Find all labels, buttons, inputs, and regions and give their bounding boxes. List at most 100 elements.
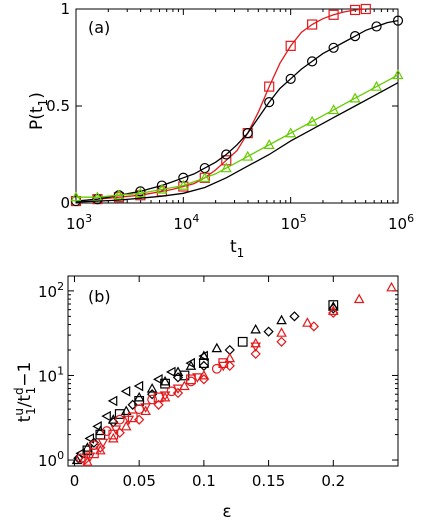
b-point-6 — [172, 384, 184, 395]
a-xtick-exp: 5 — [300, 212, 307, 225]
b-point-2 — [127, 399, 138, 410]
b-point-1 — [165, 366, 176, 378]
b-point-7 — [114, 427, 125, 438]
b-point-5 — [211, 363, 222, 374]
b-point-3 — [198, 358, 209, 369]
a-xtick-label: 104 — [173, 212, 199, 233]
panel-a-xlabel-base: t — [230, 237, 237, 257]
a-point-2 — [285, 127, 297, 138]
a-xtick-base: 10 — [281, 215, 300, 233]
b-ytick-base: 10 — [38, 367, 57, 385]
b-point-5 — [134, 404, 145, 415]
b-point-0 — [185, 360, 197, 370]
a-point-1 — [285, 73, 296, 84]
b-point-5 — [186, 376, 196, 387]
b-point-6 — [140, 403, 151, 413]
b-point-3 — [82, 445, 93, 456]
b-point-0 — [146, 383, 158, 393]
a-point-1 — [92, 194, 103, 205]
b-point-8 — [127, 412, 138, 423]
b-point-5 — [101, 426, 112, 436]
b-ytick-label: 101 — [38, 364, 64, 385]
b-point-8 — [218, 358, 229, 369]
a-point-1 — [135, 186, 146, 197]
b-point-7 — [198, 374, 210, 385]
a-point-1 — [349, 31, 361, 42]
a-point-0 — [264, 81, 275, 92]
b-point-5 — [76, 453, 86, 464]
a-ytick-label: 0.5 — [46, 97, 70, 115]
b-ytick-label: 100 — [38, 449, 64, 470]
panel-b-tag: (b) — [88, 287, 111, 306]
a-point-1 — [392, 15, 404, 26]
b-point-1 — [198, 350, 208, 362]
a-point-1 — [242, 128, 253, 139]
b-point-1 — [107, 395, 118, 407]
a-xtick-exp: 3 — [85, 212, 92, 225]
b-point-4 — [82, 456, 93, 466]
b-point-3 — [237, 336, 248, 347]
a-xtick-base: 10 — [173, 215, 192, 233]
panel-b-ylabel-sup-u: u — [12, 408, 26, 416]
panel-b-ylabel-minus: −1 — [15, 362, 35, 387]
a-xtick-label: 105 — [281, 212, 307, 233]
b-ytick-label: 102 — [38, 280, 64, 301]
a-point-2 — [199, 172, 211, 182]
a-xtick-exp: 6 — [407, 212, 414, 225]
a-point-2 — [263, 139, 275, 149]
b-point-1 — [92, 421, 102, 432]
panel-b-series — [71, 281, 397, 466]
a-series-line-0 — [75, 8, 366, 202]
b-point-0 — [276, 314, 287, 325]
a-series-line-2 — [76, 74, 399, 198]
b-point-8 — [153, 392, 164, 403]
a-point-2 — [392, 69, 404, 80]
panel-a-xlabel-sub: 1 — [237, 246, 245, 260]
a-series-line-3 — [75, 82, 399, 203]
b-point-8 — [108, 429, 119, 440]
b-xtick-label: 0.2 — [321, 472, 345, 490]
panel-b-ylabel-t: t — [15, 415, 35, 422]
a-point-0 — [349, 4, 361, 16]
panel-a-ylabel-post: ) — [27, 92, 47, 99]
a-point-1 — [264, 97, 275, 108]
panel-a-xlabel: t1 — [230, 237, 244, 260]
b-point-8 — [88, 448, 99, 459]
b-point-4 — [224, 352, 236, 363]
panel-b-ylabel-sub-1b: 1 — [24, 387, 38, 395]
b-point-0 — [211, 342, 223, 353]
a-point-2 — [134, 187, 146, 198]
b-point-4 — [353, 293, 365, 304]
b-point-1 — [120, 385, 131, 397]
b-point-7 — [224, 360, 235, 371]
b-point-1 — [133, 380, 144, 392]
a-point-1 — [328, 42, 339, 53]
b-xtick-label: 0.1 — [192, 472, 216, 490]
a-point-2 — [220, 162, 232, 173]
panel-a-ylabel-sub: 1 — [36, 99, 50, 107]
b-point-7 — [276, 336, 287, 347]
b-point-2 — [73, 453, 84, 464]
b-point-2 — [172, 372, 184, 383]
b-point-5 — [147, 394, 158, 405]
panel-b-ylabel-slash: /t — [15, 395, 35, 408]
b-point-2 — [289, 311, 300, 322]
b-ytick-exp: 0 — [57, 449, 64, 462]
panel-a-ylabel: P(t1) — [27, 92, 50, 130]
a-point-0 — [328, 9, 339, 20]
b-point-7 — [172, 387, 184, 399]
a-point-2 — [371, 80, 383, 91]
a-point-2 — [113, 189, 125, 200]
b-point-3 — [114, 409, 125, 419]
b-point-4 — [276, 327, 287, 337]
b-point-2 — [198, 360, 210, 371]
b-point-7 — [79, 454, 90, 466]
b-point-4 — [107, 432, 119, 443]
a-point-2 — [306, 115, 318, 126]
a-xtick-base: 10 — [388, 215, 407, 233]
b-point-7 — [250, 348, 261, 360]
